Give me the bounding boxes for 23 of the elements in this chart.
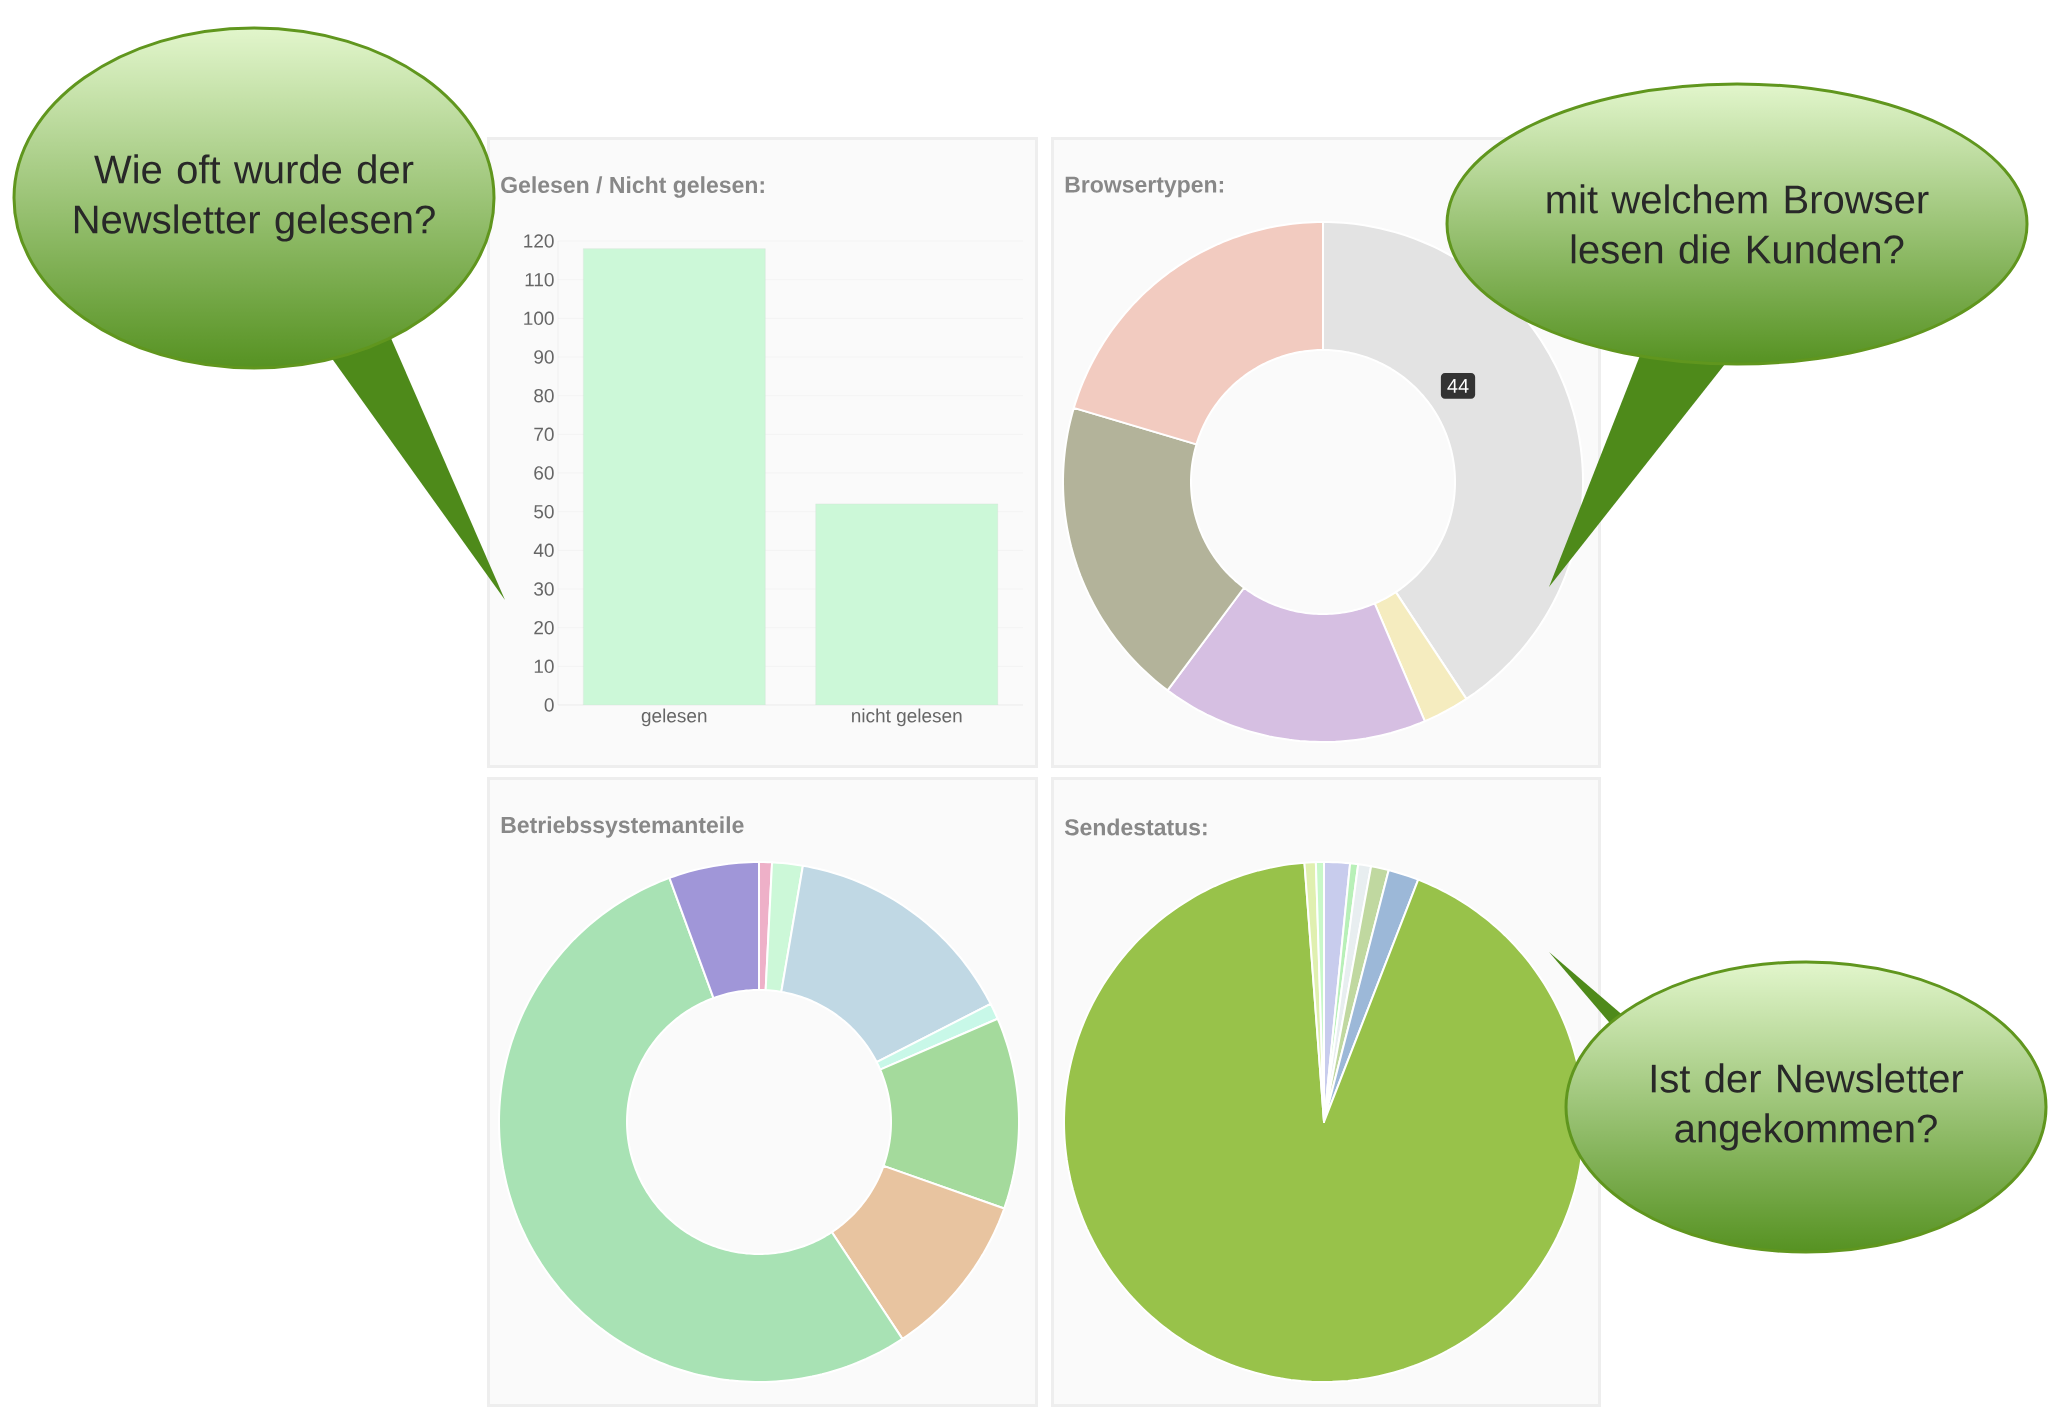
y-tick-label: 70 — [534, 427, 554, 442]
y-tick-label: 110 — [525, 272, 554, 287]
y-tick-label: 50 — [534, 504, 554, 519]
y-tick-label: 0 — [544, 698, 554, 712]
y-tick-label: 10 — [534, 659, 554, 674]
text: mit welchem Browser lesen die Kunden? — [1547, 184, 1929, 264]
chart-title: Gelesen / Nicht gelesen: — [501, 176, 764, 198]
chart-title: Browsertypen: — [1065, 176, 1224, 198]
chart-title: Betriebssystemanteile — [501, 816, 744, 838]
y-tick-label: 100 — [524, 311, 554, 326]
y-tick-label: 40 — [533, 543, 554, 558]
y-tick-label: 90 — [534, 350, 554, 364]
y-tick-label: 120 — [524, 234, 554, 248]
text: Ist der Newsletter angekommen? — [1651, 1063, 1964, 1151]
chart-title: Sendestatus: — [1064, 818, 1207, 836]
y-tick-label: 60 — [534, 466, 554, 480]
text: Wie oft wurde der Newsletter gelesen? — [74, 154, 435, 242]
x-tick-label: nicht gelesen — [852, 708, 962, 727]
y-tick-label: 20 — [534, 620, 554, 635]
y-tick-label: 80 — [534, 388, 554, 403]
y-tick-label: 30 — [534, 582, 554, 596]
x-tick-label: gelesen — [641, 708, 707, 727]
text: 44 — [1447, 379, 1469, 393]
